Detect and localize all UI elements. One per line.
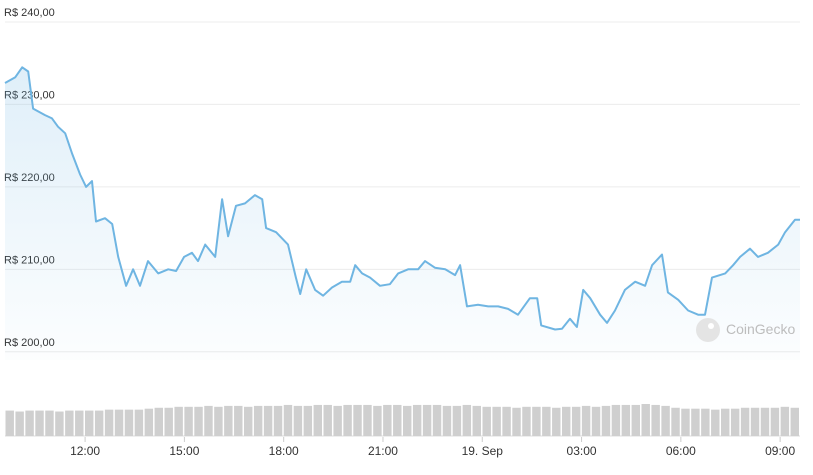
volume-bar (65, 410, 74, 436)
watermark-logo (696, 318, 720, 342)
volume-bar (711, 409, 720, 436)
volume-bar (234, 405, 243, 436)
volume-bar (134, 409, 144, 436)
volume-bar (333, 405, 342, 436)
volume-bar (144, 408, 154, 436)
volume-bar (452, 405, 462, 436)
volume-bar (75, 410, 84, 436)
volume-bar (104, 409, 114, 436)
volume-bar (542, 406, 551, 436)
volume-bar (283, 404, 293, 436)
volume-bar (482, 406, 491, 436)
volume-bar (45, 410, 54, 436)
volume-bar (343, 404, 352, 436)
volume-bar (253, 405, 263, 436)
volume-bar (721, 408, 730, 436)
volume-bar (383, 404, 392, 436)
x-tick-label: 03:00 (567, 444, 597, 458)
volume-bar (681, 408, 690, 436)
x-tick-label: 18:00 (269, 444, 299, 458)
volume-bar (184, 406, 193, 436)
volume-bar (313, 404, 322, 436)
volume-bar (263, 405, 273, 436)
volume-bar (651, 404, 660, 436)
x-tick-label: 21:00 (368, 444, 398, 458)
x-tick-label: 12:00 (70, 444, 100, 458)
volume-bar (224, 405, 233, 436)
volume-bar (571, 406, 581, 436)
volume-bar (621, 404, 631, 436)
x-tick-label: 09:00 (765, 444, 795, 458)
volume-bar (671, 407, 680, 436)
volume-bar (552, 407, 561, 436)
volume-bar (403, 405, 412, 436)
volume-bar (114, 409, 124, 436)
volume-bar (790, 407, 799, 436)
volume-bar (35, 410, 44, 436)
volume-bar (591, 406, 601, 436)
volume-bar (740, 407, 750, 436)
volume-bar (25, 410, 34, 436)
volume-bar (691, 408, 700, 436)
volume-bar (164, 407, 173, 436)
volume-bar (85, 410, 94, 436)
volume-bar (124, 409, 134, 436)
volume-bar (412, 404, 422, 436)
volume-bar (730, 408, 740, 436)
volume-bar (750, 407, 760, 436)
volume-bar (214, 406, 223, 436)
volume-bar (154, 407, 163, 436)
volume-bar (562, 406, 571, 436)
volume-bar (94, 410, 104, 436)
volume-bar (363, 404, 372, 436)
volume-bar (641, 404, 650, 436)
volume-bar (502, 406, 511, 436)
volume-bar (15, 411, 24, 436)
volume-bar (581, 405, 591, 436)
volume-bar (422, 404, 432, 436)
volume-bar (701, 408, 710, 436)
volume-bar (780, 406, 790, 436)
volume-bar (323, 404, 332, 436)
x-tick-label: 19. Sep (462, 444, 504, 458)
volume-bar (532, 406, 541, 436)
volume-bar (631, 404, 640, 436)
x-tick-label: 06:00 (666, 444, 696, 458)
volume-bar (393, 404, 402, 436)
price-area (5, 67, 800, 361)
volume-bar (194, 406, 203, 436)
volume-bar (5, 410, 14, 436)
volume-bar (661, 405, 670, 436)
volume-bar (522, 406, 531, 436)
volume-bar (442, 405, 452, 436)
volume-bar (601, 405, 611, 436)
volume-bar (462, 404, 472, 436)
x-tick-label: 15:00 (169, 444, 199, 458)
volume-bar (432, 404, 442, 436)
volume-bar (55, 411, 64, 436)
volume-bar (303, 405, 313, 436)
volume-bar (512, 407, 521, 436)
y-tick-label: R$ 240,00 (4, 7, 55, 19)
volume-bar (293, 405, 303, 436)
volume-bar (611, 404, 621, 436)
watermark: CoinGecko (726, 321, 795, 337)
volume-bar (273, 405, 283, 436)
volume-bar (353, 404, 362, 436)
volume-bar (244, 406, 253, 436)
volume-bar (373, 405, 382, 436)
volume-bar (204, 405, 213, 436)
volume-bar (770, 407, 780, 436)
volume-bar (760, 407, 770, 436)
volume-bar (174, 406, 183, 436)
volume-bar (472, 405, 481, 436)
price-line (4, 66, 800, 331)
volume-bar (492, 406, 501, 436)
